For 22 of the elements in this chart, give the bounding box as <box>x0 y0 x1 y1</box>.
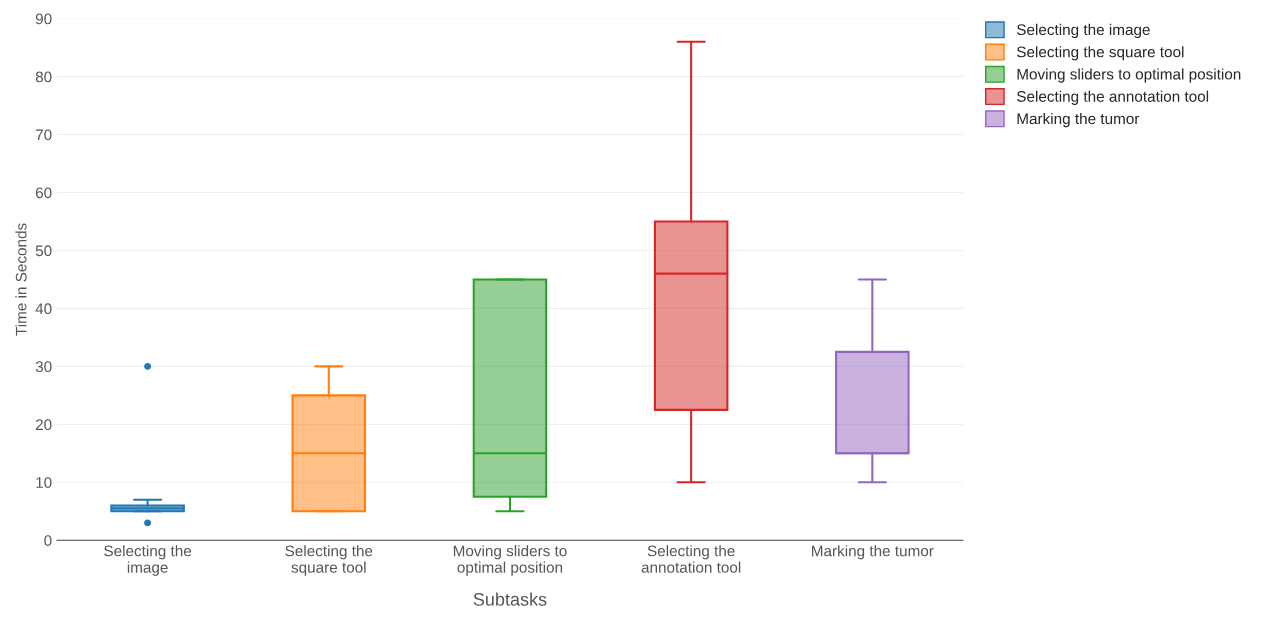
legend-label: Selecting the image <box>1016 23 1150 39</box>
y-tick-label: 70 <box>35 129 52 141</box>
legend-label: Marking the tumor <box>1017 112 1140 128</box>
x-tick-label: Selecting the image <box>104 545 192 576</box>
x-axis-title: Subtasks <box>473 592 547 606</box>
y-tick-label: 0 <box>44 535 52 546</box>
y-tick-label: 30 <box>35 361 52 373</box>
y-tick-label: 80 <box>35 71 52 83</box>
y-axis-title: Time in Seconds <box>15 223 27 336</box>
y-tick-label: 40 <box>35 303 52 315</box>
y-tick-label: 50 <box>35 245 52 257</box>
x-tick-label: Moving sliders to optimal position <box>453 545 567 576</box>
x-tick-label: Selecting the square tool <box>285 545 373 576</box>
legend-label: Selecting the annotation tool <box>1016 90 1209 105</box>
y-tick-label: 10 <box>36 477 52 488</box>
legend-label: Selecting the square tool <box>1016 46 1184 61</box>
y-tick-label: 60 <box>35 187 52 199</box>
x-tick-label: Marking the tumor <box>812 545 934 560</box>
y-tick-label: 90 <box>35 13 52 25</box>
y-tick-label: 20 <box>35 419 52 431</box>
legend-label: Moving sliders to optimal position <box>1017 68 1241 83</box>
x-tick-label: Selecting the annotation tool <box>641 545 741 573</box>
